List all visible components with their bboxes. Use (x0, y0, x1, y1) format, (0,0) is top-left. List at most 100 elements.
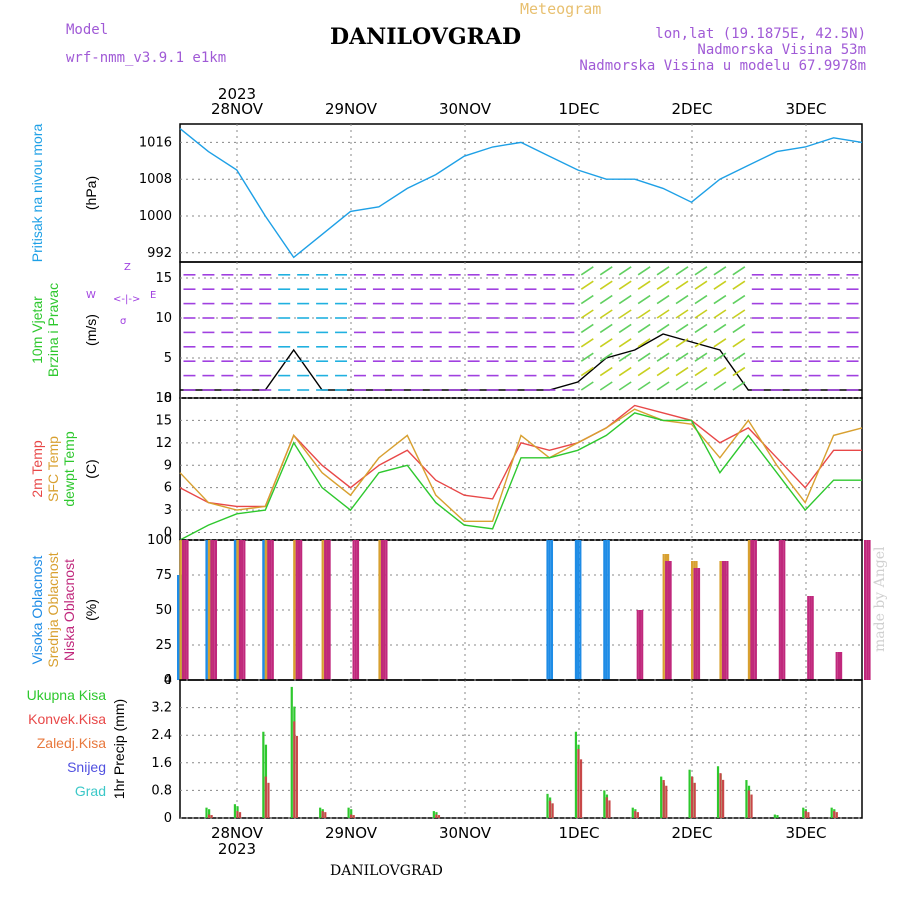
wind-barb (618, 309, 632, 319)
panel-3-bar (546, 540, 549, 680)
wind-barb (732, 366, 746, 377)
date-top-5: 3DEC (785, 100, 826, 118)
panel-3-ytick-1: 25 (155, 638, 172, 653)
wind-barb (599, 366, 613, 377)
panel-4-bar (207, 814, 211, 818)
panel-3-bar (293, 540, 296, 680)
panel-4-bar (634, 811, 637, 818)
wind-barb (675, 338, 689, 348)
panel-4-bar (631, 807, 634, 818)
wind-barb (580, 309, 594, 319)
panel-3-bar (236, 540, 239, 680)
panel-4-ytick-0: 0 (164, 811, 172, 826)
panel-3-bar (269, 540, 272, 680)
panel-4-bar (324, 812, 327, 818)
panel-4-bar (295, 735, 298, 818)
panel-0-unit: (hPa) (83, 176, 99, 210)
panel-2-ylabel-0: 2m Temp (29, 440, 45, 498)
panel-4-bar (350, 814, 353, 818)
panel-3-bar (271, 540, 274, 680)
panel-3-ytick-3: 75 (155, 568, 172, 583)
wind-barb (599, 294, 613, 305)
panel-4-bar (435, 814, 438, 818)
panel-3-bar (783, 540, 786, 680)
date-top-1: 29NOV (325, 100, 378, 118)
panel-4-legend-1: Konvek.Kisa (28, 711, 106, 727)
wind-barb (618, 280, 632, 290)
wind-barb (637, 309, 651, 319)
panel-4-bar (603, 790, 606, 818)
panel-4-bar (719, 773, 722, 818)
panel-4-bar (830, 807, 833, 818)
year-bottom: 2023 (218, 840, 256, 858)
elevation-label: Nadmorska Visina 53m (697, 42, 866, 58)
panel-0-series-0 (179, 128, 863, 259)
wind-barb (580, 323, 594, 334)
panel-4-bar (693, 782, 696, 818)
wind-barb (675, 280, 689, 290)
wind-barb (618, 366, 632, 377)
panel-3-ylabel-0: Visoka Oblacnost (29, 556, 45, 665)
wind-barb (580, 294, 594, 305)
panel-1-ytick-2: 10 (155, 311, 172, 326)
panel-4-unit: 1hr Precip (mm) (111, 699, 127, 799)
wind-barb (637, 381, 651, 391)
panel-2-unit: (C) (83, 459, 99, 478)
panel-4-bar (321, 811, 324, 818)
wind-barb (637, 352, 651, 362)
panel-4-bar (776, 815, 779, 818)
wind-barb (599, 323, 613, 334)
panel-3-bar (868, 540, 871, 680)
wind-barb (580, 352, 594, 362)
panel-4-bar (608, 800, 611, 818)
panel-3-bar (864, 540, 867, 680)
panel-1-series-0 (180, 333, 862, 391)
panel-4-bar (319, 807, 322, 818)
wind-barb (656, 381, 670, 391)
wind-barb (656, 352, 670, 362)
panel-2-ylabel-1: SFC Temp (45, 436, 61, 502)
panel-3-bar (354, 540, 357, 680)
panel-3-bar (297, 540, 301, 680)
panel-4-bar (665, 785, 668, 818)
panel-4-legend-4: Grad (75, 783, 106, 799)
wind-barb (599, 352, 613, 362)
panel-3-bar (641, 610, 644, 680)
panel-3-bar (212, 540, 215, 680)
wind-barb (713, 266, 727, 276)
wind-barb (580, 381, 594, 391)
wind-barb (580, 280, 594, 290)
panel-4-bar (716, 766, 720, 818)
wind-barb (694, 323, 708, 334)
panel-3-bar (579, 540, 582, 680)
panel-4-bar (264, 776, 267, 818)
panel-4-legend-0: Ukupna Kisa (27, 687, 107, 703)
panel-4-bar (662, 780, 665, 818)
panel-3-bar (807, 596, 810, 680)
wind-barb (637, 294, 651, 305)
wind-barb (713, 366, 727, 377)
panel-3-bar (697, 568, 701, 680)
panel-3-bar (262, 540, 265, 680)
panel-2-ylabel-2: dewpt Temp (61, 431, 77, 506)
date-bottom-0: 28NOV (211, 824, 264, 842)
wind-barb (618, 338, 632, 348)
date-top-3: 1DEC (558, 100, 599, 118)
panel-2-ytick-4: 12 (155, 436, 172, 451)
panel-1-ytick-0: 0 (164, 391, 172, 406)
wind-barb (675, 294, 689, 305)
wind-barb (599, 338, 613, 348)
wind-barb (694, 294, 708, 305)
wind-barb (580, 338, 594, 348)
wind-barb (618, 266, 632, 276)
wind-barb (656, 280, 670, 290)
panel-3-ytick-0: 0 (164, 673, 172, 688)
year-top: 2023 (218, 85, 256, 103)
panel-4-bar (574, 731, 578, 818)
panel-0-ytick-0: 992 (147, 246, 172, 261)
panel-3-bar (326, 540, 329, 680)
panel-3-bar (866, 540, 869, 680)
panel-3-bar (837, 652, 840, 680)
wind-barb (656, 366, 670, 377)
panel-4-ytick-4: 3.2 (151, 701, 172, 716)
